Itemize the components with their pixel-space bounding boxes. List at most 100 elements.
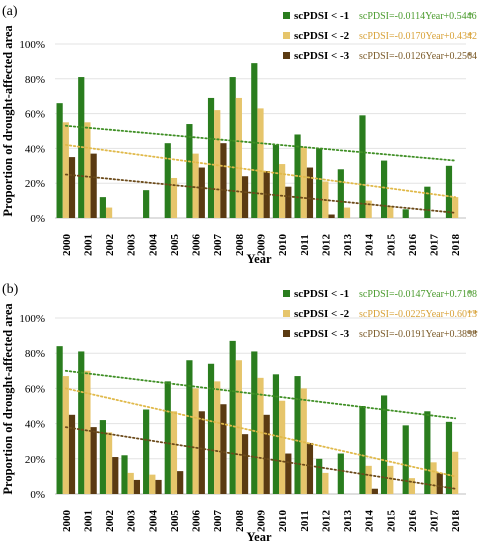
bar: [359, 406, 366, 494]
panel-b-label: (b): [2, 282, 19, 297]
bar: [241, 434, 249, 494]
x-tick-label: 2000: [61, 234, 73, 257]
bar: [306, 442, 314, 494]
y-tick-label: 60%: [25, 109, 45, 121]
panel-b-y-axis-title: Proportion of drought-affected area: [1, 303, 15, 495]
legend-swatch: [283, 330, 290, 337]
bar: [143, 409, 150, 494]
trend-line: [64, 387, 457, 478]
y-tick-label: 60%: [25, 383, 45, 395]
legend-swatch: [283, 310, 290, 317]
bar: [127, 472, 134, 494]
x-tick-label: 2016: [407, 510, 419, 533]
bar: [192, 388, 199, 494]
bar: [337, 453, 344, 494]
y-tick-label: 40%: [25, 419, 45, 431]
x-tick-label: 2003: [126, 234, 138, 257]
trend-line: [64, 426, 457, 490]
x-tick-label: 2009: [256, 510, 268, 533]
bar: [56, 346, 63, 494]
bar: [170, 177, 178, 218]
y-tick-label: 100%: [19, 39, 45, 51]
trend-line: [64, 144, 457, 199]
y-tick-label: 0%: [30, 213, 45, 225]
y-tick-label: 80%: [25, 74, 45, 86]
bar: [99, 197, 106, 218]
legend-significance: *: [467, 50, 473, 62]
panel-b: (b) Proportion of drought-affected area …: [1, 282, 478, 544]
legend-swatch: [283, 12, 290, 19]
bar: [424, 411, 431, 494]
bar: [214, 381, 221, 494]
bar: [214, 110, 221, 218]
x-tick-label: 2012: [320, 510, 332, 533]
legend-series-name: scPDSI < -1: [294, 10, 349, 22]
x-tick-label: 2005: [169, 510, 181, 533]
bar: [220, 404, 227, 494]
panel-a-legend: scPDSI < -1 scPDSI=-0.0114Year+0.5446*scP…: [283, 10, 477, 62]
bar: [90, 427, 97, 494]
x-tick-label: 2001: [82, 510, 94, 532]
x-tick-label: 2016: [407, 234, 419, 257]
bar: [257, 377, 264, 494]
x-tick-label: 2010: [277, 234, 289, 257]
bar: [343, 207, 351, 218]
panel-a-label: (a): [2, 4, 18, 19]
bar: [198, 167, 205, 218]
bar: [68, 414, 76, 494]
bar: [186, 360, 193, 494]
legend-equation: scPDSI=-0.0191Year+0.3898: [359, 329, 477, 340]
x-tick-label: 2014: [364, 510, 376, 533]
x-tick-label: 2008: [234, 510, 246, 533]
x-tick-label: 2014: [364, 234, 376, 257]
x-tick-label: 2015: [385, 510, 397, 533]
x-tick-label: 2018: [450, 510, 462, 533]
x-tick-label: 2007: [212, 510, 224, 533]
bar: [133, 479, 141, 494]
bar: [285, 186, 292, 218]
bar: [84, 370, 91, 494]
bar: [207, 363, 215, 494]
panel-a-y-axis-title: Proportion of drought-affected area: [1, 25, 15, 217]
bar: [220, 143, 227, 218]
x-tick-label: 2001: [82, 234, 94, 256]
bar: [207, 97, 215, 218]
x-tick-label: 2004: [147, 510, 159, 533]
trend-line: [64, 124, 457, 162]
bar: [84, 122, 91, 218]
bar: [380, 395, 388, 494]
y-tick-label: 20%: [25, 454, 45, 466]
y-tick-label: 100%: [19, 313, 45, 325]
bar: [380, 160, 388, 218]
legend-series-name: scPDSI < -3: [294, 50, 350, 62]
bar: [251, 351, 258, 494]
panel-b-legend: scPDSI < -1 scPDSI=-0.0147Year+0.7108* scP…: [283, 288, 478, 340]
x-tick-label: 2017: [429, 510, 441, 533]
x-tick-label: 2012: [320, 234, 332, 257]
bar: [402, 425, 409, 494]
bar: [300, 388, 307, 494]
bar: [424, 186, 431, 218]
bar: [177, 471, 184, 494]
x-tick-label: 2005: [169, 234, 181, 257]
panel-a-x-ticks: 2000 2001 2002 2003 2004 2005 2006 2007 2008 2009…: [61, 234, 462, 257]
bar: [105, 432, 113, 494]
bar: [198, 411, 205, 494]
trend-line: [64, 369, 457, 420]
legend-equation: scPDSI=-0.0225Year+0.6013: [359, 309, 477, 320]
bar: [402, 209, 409, 218]
bar: [306, 167, 314, 218]
legend-significance: **: [467, 308, 478, 320]
bar: [112, 457, 119, 494]
bar: [192, 153, 199, 218]
bar: [365, 465, 372, 494]
legend-equation: scPDSI=-0.0147Year+0.7108: [359, 289, 477, 300]
legend-significance: *: [467, 30, 473, 42]
x-tick-label: 2018: [450, 234, 462, 257]
y-tick-label: 80%: [25, 348, 45, 360]
x-tick-label: 2002: [104, 234, 116, 257]
x-tick-label: 2013: [342, 234, 354, 257]
bar: [149, 474, 156, 494]
bar: [279, 164, 286, 218]
legend-series-name: scPDSI < -3: [294, 328, 350, 340]
